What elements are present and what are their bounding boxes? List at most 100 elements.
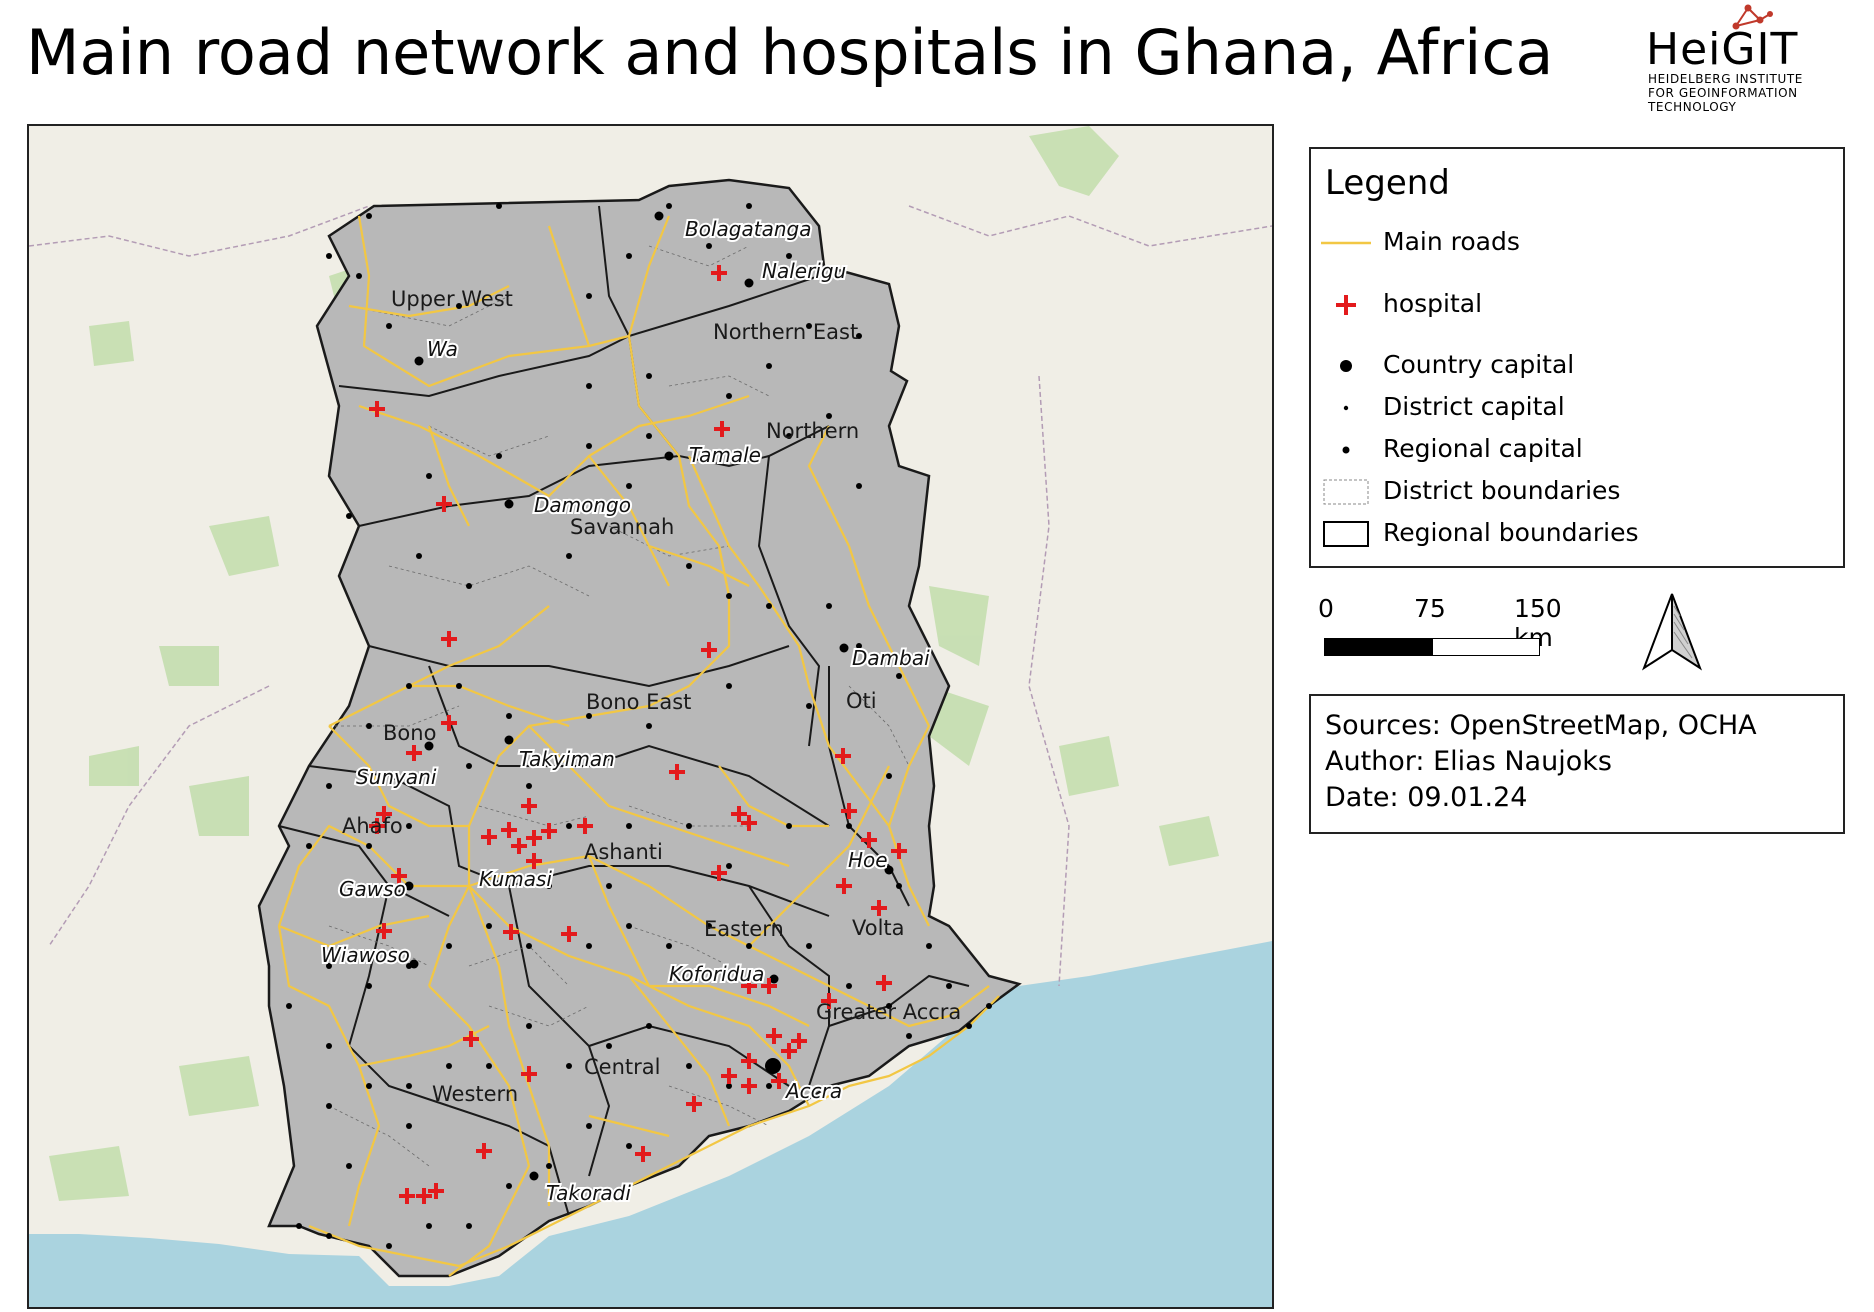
- label-central: Central: [584, 1055, 660, 1079]
- hospital-cross-icon: [441, 715, 457, 731]
- hospital-cross-icon: [669, 764, 685, 780]
- label-takyiman: Takyiman: [519, 747, 615, 771]
- scale-bar: 0 75 150 km: [1318, 594, 1562, 664]
- hospital-cross-icon: [821, 993, 837, 1009]
- label-takoradi: Takoradi: [546, 1181, 631, 1205]
- label-bolagatanga: Bolagatanga: [685, 217, 811, 241]
- hospital-cross-icon: [771, 1073, 787, 1089]
- dashed-box-icon: [1323, 479, 1369, 505]
- legend-item-district-boundaries: District boundaries: [1311, 472, 1843, 508]
- hospital-cross-icon: [686, 1096, 702, 1112]
- legend-item-regional-capital: Regional capital: [1311, 430, 1843, 466]
- legend-item-district-capital: District capital: [1311, 388, 1843, 424]
- legend-item-main-roads: Main roads: [1311, 223, 1843, 259]
- hospital-cross-icon: [836, 878, 852, 894]
- neighbour-boundaries: [29, 205, 1272, 987]
- city-labels: Bolagatanga Nalerigu Wa Tamale Damongo D…: [319, 215, 932, 1207]
- hospital-cross-icon: [741, 1078, 757, 1094]
- label-western: Western: [432, 1082, 518, 1106]
- hospital-cross-icon: [369, 818, 385, 834]
- hospital-cross-icon: [714, 421, 730, 437]
- regional-capital-dot-icon: [1342, 446, 1350, 454]
- scale-tick-0: 0: [1318, 594, 1334, 623]
- hospital-cross-icon: [721, 1068, 737, 1084]
- region-labels: Upper West Northern East Northern Savann…: [342, 287, 961, 1106]
- hospital-cross-icon: [501, 822, 517, 838]
- hospital-cross-icon: [526, 853, 542, 869]
- hospital-cross-icon: [891, 843, 907, 859]
- hospital-cross-icon: [406, 745, 422, 761]
- hospital-cross-icon: [441, 631, 457, 647]
- label-damongo: Damongo: [534, 493, 631, 517]
- label-oti: Oti: [846, 689, 877, 713]
- hospital-cross-icon: [476, 1143, 492, 1159]
- legend-item-regional-boundaries: Regional boundaries: [1311, 514, 1843, 550]
- hospital-cross-icon: [711, 865, 727, 881]
- hospital-cross-icon: [766, 1028, 782, 1044]
- hospital-cross-icon: [521, 798, 537, 814]
- hospital-cross-icon: [481, 829, 497, 845]
- label-nalerigu: Nalerigu: [762, 259, 846, 283]
- north-arrow-icon: [1641, 593, 1703, 671]
- label-greater-accra: Greater Accra: [816, 1000, 961, 1024]
- hospital-cross-icon: [841, 803, 857, 819]
- hospital-cross-icon: [503, 924, 519, 940]
- hospital-cross-icon: [463, 1031, 479, 1047]
- district-capital-dot-icon: [1343, 405, 1349, 411]
- hospital-cross-icon: [741, 978, 757, 994]
- solid-box-icon: [1323, 521, 1369, 547]
- road-line-icon: [1321, 241, 1371, 245]
- hospital-cross-icon: [541, 823, 557, 839]
- ghana-map[interactable]: Upper West Northern East Northern Savann…: [29, 126, 1272, 1307]
- hospital-cross-icon: [526, 830, 542, 846]
- label-sunyani: Sunyani: [356, 765, 437, 789]
- country-capital-accra: [765, 1058, 781, 1074]
- label-koforidua: Koforidua: [669, 962, 764, 986]
- label-dambai: Dambai: [852, 646, 930, 670]
- label-hoe: Hoe: [848, 848, 888, 872]
- label-bono-east: Bono East: [586, 690, 691, 714]
- hospital-cross-icon: [871, 900, 887, 916]
- heigit-logo: HeiGIT HEIDELBERG INSTITUTE FOR GEOINFORM…: [1636, 0, 1846, 120]
- hospital-cross-icon: [876, 975, 892, 991]
- hospital-cross-icon: [731, 806, 747, 822]
- hospital-cross-icon: [428, 1183, 444, 1199]
- legend-box: Legend Main roads hospital Country capit…: [1309, 147, 1845, 568]
- sources-line: Sources: OpenStreetMap, OCHA: [1325, 710, 1757, 741]
- label-gawso: Gawso: [339, 877, 406, 901]
- hospital-cross-icon: [561, 926, 577, 942]
- logo-wordmark: HeiGIT: [1646, 24, 1799, 75]
- hospital-cross-icon: [391, 868, 407, 884]
- label-upper-west: Upper West: [391, 287, 513, 311]
- scale-segment-white: [1432, 638, 1540, 656]
- label-tamale: Tamale: [689, 443, 761, 467]
- hospitals: [369, 265, 907, 1204]
- label-ashanti: Ashanti: [584, 840, 663, 864]
- scale-tick-75: 75: [1414, 594, 1446, 623]
- hospital-cross-icon: [761, 978, 777, 994]
- logo-subtitle: HEIDELBERG INSTITUTE FOR GEOINFORMATION TE…: [1648, 72, 1803, 114]
- map-frame[interactable]: Upper West Northern East Northern Savann…: [27, 124, 1274, 1309]
- legend-item-country-capital: Country capital: [1311, 346, 1843, 382]
- hospital-cross-icon: [835, 748, 851, 764]
- label-ahafo: Ahafo: [342, 814, 403, 838]
- hospital-cross-icon: [741, 815, 757, 831]
- hospital-cross-icon: [1336, 295, 1356, 315]
- hospital-cross-icon: [861, 832, 877, 848]
- forest-patches: [49, 126, 1219, 1201]
- date-line: Date: 09.01.24: [1325, 782, 1528, 813]
- hospital-cross-icon: [635, 1146, 651, 1162]
- sources-box: Sources: OpenStreetMap, OCHA Author: Eli…: [1309, 694, 1845, 834]
- author-line: Author: Elias Naujoks: [1325, 746, 1612, 777]
- country-capital-dot-icon: [1340, 360, 1352, 372]
- label-savannah: Savannah: [570, 515, 674, 539]
- label-kumasi: Kumasi: [479, 867, 552, 891]
- hospital-cross-icon: [369, 401, 385, 417]
- hospital-cross-icon: [577, 818, 593, 834]
- label-wiawoso: Wiawoso: [321, 943, 410, 967]
- hospital-cross-icon: [711, 265, 727, 281]
- label-accra: Accra: [784, 1079, 842, 1103]
- district-capitals: [286, 203, 992, 1249]
- legend-item-hospital: hospital: [1311, 285, 1843, 321]
- label-eastern: Eastern: [704, 917, 784, 941]
